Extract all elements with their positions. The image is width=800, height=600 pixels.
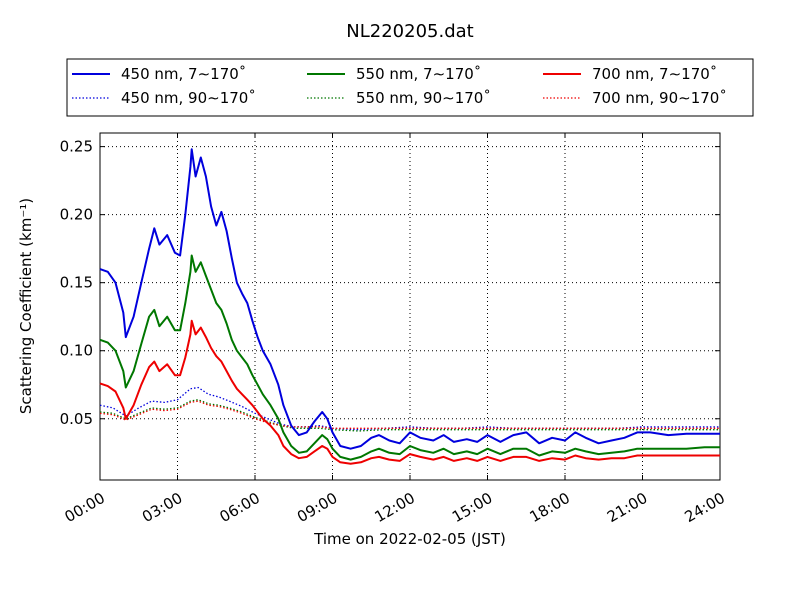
y-tick-label: 0.25	[60, 138, 93, 156]
gridlines	[100, 133, 720, 480]
legend: 450 nm, 7∼170˚ 550 nm, 7∼170˚ 700 nm, 7∼17…	[66, 58, 754, 117]
x-tick-label: 09:00	[294, 489, 340, 526]
x-tick-label: 24:00	[682, 489, 728, 526]
series-line	[99, 254, 720, 461]
series-line	[99, 319, 720, 465]
x-tick-labels: 00:00 03:00 06:00 09:00 12:00 15:00 18:00 21:00…	[62, 489, 728, 526]
x-axis-label: Time on 2022-02-05 (JST)	[313, 530, 506, 548]
y-tick-label: 0.20	[60, 206, 93, 224]
series-line	[99, 386, 720, 431]
x-tick-label: 21:00	[604, 489, 650, 526]
legend-label: 450 nm, 7∼170˚	[121, 65, 246, 83]
legend-label: 550 nm, 90∼170˚	[356, 89, 491, 107]
y-tick-label: 0.15	[60, 274, 93, 292]
y-axis-label: Scattering Coefficient (km⁻¹)	[17, 198, 35, 414]
ticks	[99, 133, 721, 480]
y-tick-labels: 0.05 0.10 0.15 0.20 0.25	[60, 138, 93, 428]
legend-label: 550 nm, 7∼170˚	[356, 65, 481, 83]
series-line	[99, 399, 720, 432]
legend-label: 700 nm, 90∼170˚	[592, 89, 727, 107]
series-layer	[99, 148, 720, 465]
x-tick-label: 06:00	[217, 489, 263, 526]
x-tick-label: 03:00	[139, 489, 185, 526]
legend-label: 700 nm, 7∼170˚	[592, 65, 717, 83]
y-tick-label: 0.10	[60, 342, 93, 360]
x-tick-label: 18:00	[527, 489, 573, 526]
x-tick-label: 00:00	[62, 489, 108, 526]
y-tick-label: 0.05	[60, 410, 93, 428]
chart-title: NL220205.dat	[346, 21, 473, 42]
series-line	[99, 148, 720, 450]
legend-label: 450 nm, 90∼170˚	[121, 89, 256, 107]
x-tick-label: 15:00	[449, 489, 495, 526]
legend-box	[66, 58, 754, 117]
x-tick-label: 12:00	[372, 489, 418, 526]
plot-area	[99, 132, 721, 481]
